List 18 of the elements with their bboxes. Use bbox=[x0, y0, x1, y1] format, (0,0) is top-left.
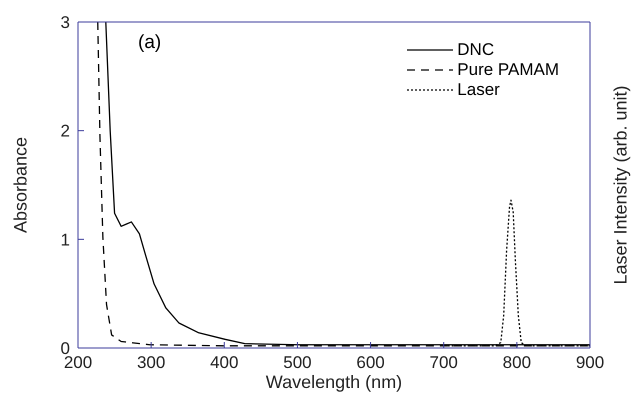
legend-label: DNC bbox=[457, 40, 494, 60]
x-tick-label: 900 bbox=[576, 353, 604, 372]
annotation: (a) bbox=[138, 32, 162, 54]
x-tick-label: 200 bbox=[64, 353, 92, 372]
x-tick-label: 500 bbox=[283, 353, 312, 372]
y-axis-title: Absorbance bbox=[10, 136, 30, 234]
legend-label: Laser bbox=[457, 80, 500, 100]
x-tick-label: 600 bbox=[356, 353, 385, 372]
x-tick-label: 300 bbox=[136, 353, 166, 372]
y-tick-label: 3 bbox=[60, 13, 70, 32]
x-tick-label: 800 bbox=[502, 353, 532, 372]
x-tick-label: 700 bbox=[430, 353, 458, 372]
y-tick-label: 1 bbox=[60, 230, 70, 250]
y-tick-label: 2 bbox=[60, 122, 70, 141]
x-tick-label: 400 bbox=[210, 353, 238, 372]
x-axis-title: Wavelength (nm) bbox=[266, 372, 402, 392]
y2-axis-title: Laser Intensity (arb. unit) bbox=[610, 85, 630, 285]
legend-label: Pure PAMAM bbox=[457, 60, 559, 80]
